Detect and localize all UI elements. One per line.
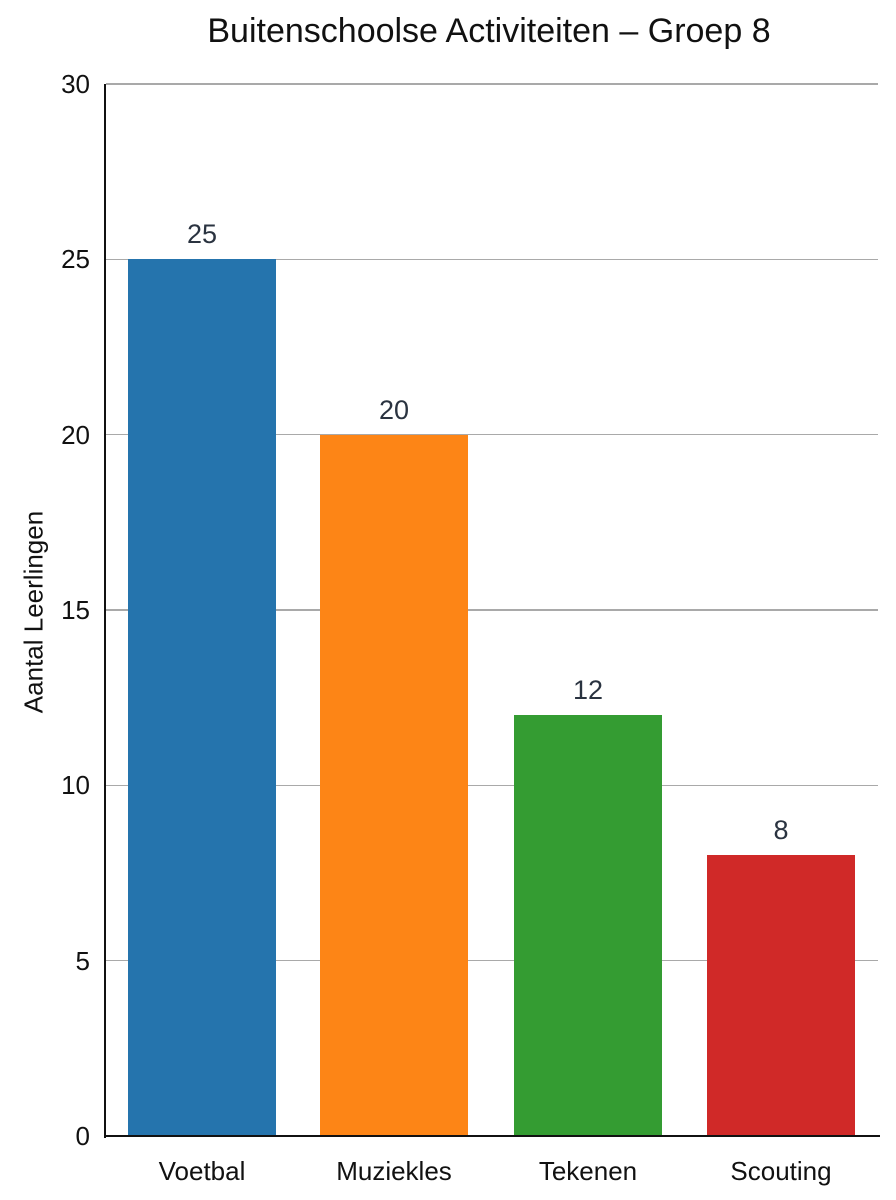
y-tick-label: 15 — [61, 595, 90, 625]
bar-voetbal — [128, 259, 276, 1136]
y-tick-label: 0 — [75, 1121, 90, 1151]
y-tick-label: 10 — [61, 770, 90, 801]
gridline — [106, 83, 878, 85]
bar-scouting — [707, 855, 855, 1136]
x-tick-label: Voetbal — [158, 1156, 246, 1186]
data-label: 8 — [773, 815, 789, 846]
y-axis-line — [104, 84, 106, 1138]
gridline — [106, 258, 878, 261]
gridline — [106, 433, 878, 436]
x-tick-label: Tekenen — [538, 1156, 638, 1186]
y-tick-label: 20 — [61, 419, 90, 450]
chart-title: Buitenschoolse Activiteiten – Groep 8 — [207, 12, 771, 50]
data-label: 20 — [378, 394, 410, 425]
bar-tekenen — [514, 715, 662, 1136]
y-tick-label: 5 — [75, 945, 90, 976]
data-label: 12 — [572, 675, 604, 706]
data-label: 25 — [186, 219, 218, 250]
x-axis-line — [104, 1135, 880, 1137]
gridline — [106, 609, 878, 611]
bar-muziekles — [320, 434, 468, 1136]
gridline — [106, 959, 878, 962]
x-tick-label: Muziekles — [336, 1156, 452, 1186]
gridline — [106, 784, 878, 787]
y-tick-label: 25 — [61, 244, 90, 275]
y-tick-label: 30 — [61, 69, 90, 99]
x-tick-label: Scouting — [730, 1156, 832, 1186]
